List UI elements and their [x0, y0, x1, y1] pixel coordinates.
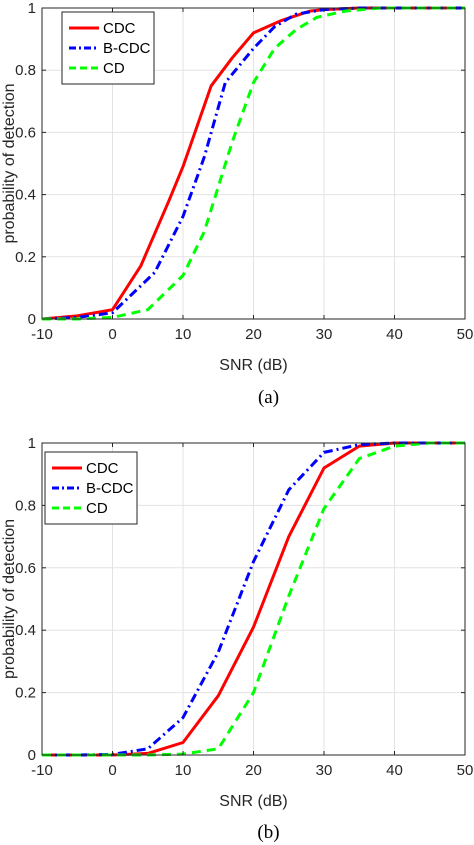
y-tick-label: 0: [28, 311, 36, 328]
x-tick-label: 20: [245, 326, 262, 343]
y-tick-label: 0.8: [15, 62, 36, 79]
legend-label-cdc: CDC: [103, 20, 136, 37]
legend: CDC B-CDC CD: [44, 451, 138, 525]
x-tick-label: 10: [175, 762, 192, 779]
x-tick-label: 40: [386, 326, 403, 343]
x-tick-label: 30: [316, 326, 333, 343]
legend-label-cdc: CDC: [86, 460, 119, 477]
x-tick-label: -10: [31, 762, 53, 779]
y-tick-label: 0.6: [15, 560, 36, 577]
y-axis-label: probability of detection: [1, 519, 18, 679]
y-tick-label: 0.4: [15, 187, 36, 204]
legend-label-b-cdc: B-CDC: [86, 480, 134, 497]
x-tick-label: 20: [245, 762, 262, 779]
x-tick-label: 40: [386, 762, 403, 779]
x-axis-label: SNR (dB): [219, 793, 287, 810]
legend-box: [61, 11, 155, 85]
y-tick-label: 1: [28, 0, 36, 17]
x-tick-label: 50: [457, 326, 474, 343]
legend-box: [44, 451, 138, 525]
legend-label-cd: CD: [103, 60, 125, 77]
y-tick-label: 0.2: [15, 249, 36, 266]
y-tick-label: 1: [28, 435, 36, 452]
x-tick-label: 50: [457, 762, 474, 779]
legend: CDC B-CDC CD: [61, 11, 155, 85]
y-tick-label: 0: [28, 747, 36, 764]
panel-caption: (b): [257, 822, 279, 843]
x-tick-label: 10: [175, 326, 192, 343]
x-tick-label: 30: [316, 762, 333, 779]
y-tick-label: 0.4: [15, 622, 36, 639]
legend-label-b-cdc: B-CDC: [103, 40, 151, 57]
x-tick-label: -10: [31, 326, 53, 343]
x-tick-label: 0: [108, 326, 116, 343]
series-line-cd: [42, 441, 465, 757]
panel-caption: (a): [258, 387, 279, 408]
y-tick-label: 0.8: [15, 497, 36, 514]
legend-label-cd: CD: [86, 500, 108, 517]
series-line-cd: [42, 6, 465, 321]
y-tick-label: 0.2: [15, 685, 36, 702]
x-axis-label: SNR (dB): [219, 357, 287, 374]
x-tick-label: 0: [108, 762, 116, 779]
y-axis-label: probability of detection: [1, 83, 18, 243]
y-tick-label: 0.6: [15, 124, 36, 141]
